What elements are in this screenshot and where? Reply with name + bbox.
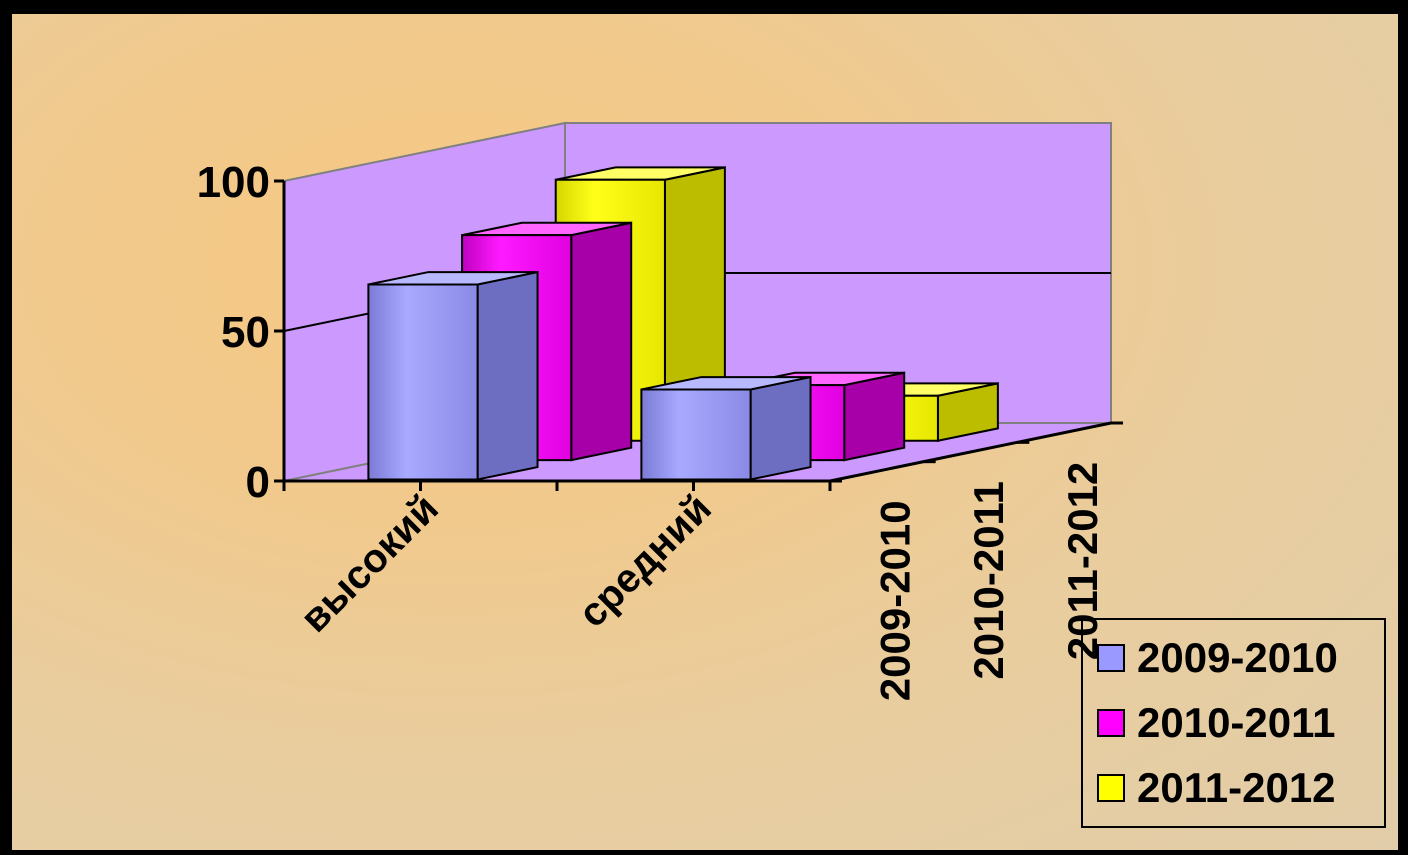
depth-axis [829, 421, 1112, 483]
depth-tick-label: 2009-2010 [872, 500, 919, 701]
legend-item-2011-2012: 2011-2012 [1097, 760, 1384, 816]
legend-label: 2011-2012 [1137, 763, 1336, 811]
depth-tick-label: 2010-2011 [965, 481, 1012, 680]
legend-item-2010-2011: 2010-2011 [1097, 695, 1384, 751]
bar [367, 283, 479, 481]
y-tick-label: 0 [246, 458, 270, 507]
legend-swatch-2009-2010 [1097, 644, 1125, 673]
legend-label: 2009-2010 [1137, 634, 1338, 682]
y-tick-label: 100 [197, 158, 270, 207]
chart-area: 0 50 100 высокий средний 2009-2010 2010-2011 20… [12, 14, 1398, 850]
x-tick-label: средний [570, 486, 720, 636]
bar-side [570, 221, 633, 462]
bar-side [476, 270, 539, 481]
bar-side [749, 375, 812, 481]
bar [640, 388, 752, 481]
x-tick-label: высокий [292, 486, 447, 641]
legend-swatch-2011-2012 [1097, 773, 1125, 802]
chart-legend: 2009-2010 2010-2011 2011-2012 [1081, 618, 1386, 828]
legend-label: 2010-2011 [1137, 698, 1336, 746]
y-tick-label: 50 [221, 308, 270, 357]
bar-side [843, 371, 906, 462]
legend-swatch-2010-2011 [1097, 708, 1125, 737]
legend-item-2009-2010: 2009-2010 [1097, 630, 1384, 686]
